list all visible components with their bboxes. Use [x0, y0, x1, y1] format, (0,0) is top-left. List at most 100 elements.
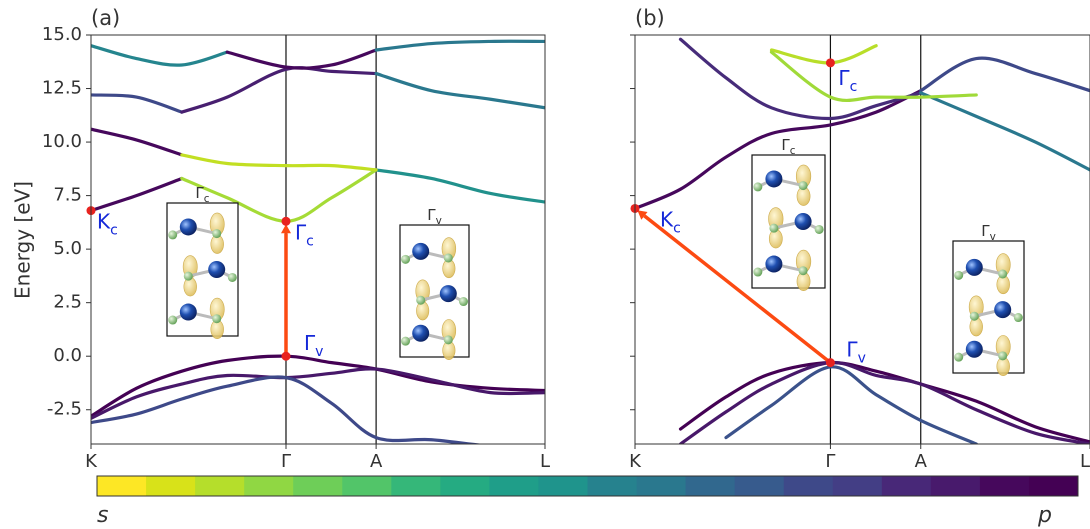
point-label: Γv [427, 206, 442, 228]
point-label: Γc [295, 220, 314, 250]
band [91, 129, 182, 155]
atom-h [212, 229, 221, 238]
point-label: Γv [846, 337, 865, 367]
atom-h [998, 270, 1007, 279]
y-tick-label: 2.5 [53, 292, 82, 313]
x-tick-label: A [915, 451, 928, 472]
band [182, 155, 376, 170]
band [681, 39, 921, 118]
atom-n [180, 304, 197, 321]
label-main: K [660, 207, 674, 231]
colorbar-segment [931, 476, 981, 496]
point-label: Γc [838, 65, 857, 95]
atom-h [228, 273, 237, 282]
panel-title: (a) [91, 6, 120, 30]
band [376, 41, 545, 50]
point-label: Kc [97, 209, 118, 239]
band [182, 68, 376, 112]
colorbar-segment [538, 476, 588, 496]
atom-h [168, 316, 177, 325]
point-label: Γv [981, 222, 996, 244]
label-sub: v [858, 351, 866, 367]
colorbar-segment [195, 476, 245, 496]
atom-n [180, 218, 197, 235]
colorbar-segment [440, 476, 490, 496]
atom-h [212, 314, 221, 323]
colorbar-segment [637, 476, 687, 496]
colorbar-segment [735, 476, 785, 496]
colorbar-label: s [97, 503, 108, 528]
point-label: Γv [304, 331, 323, 361]
atom-h [459, 297, 468, 306]
colorbar-segment [1029, 476, 1079, 496]
figure: Energy [eV] (a)-2.50.02.55.07.510.012.51… [0, 0, 1090, 529]
y-tick-label: 0.0 [53, 345, 82, 366]
colorbar-segment [489, 476, 539, 496]
colorbar-segment [882, 476, 932, 496]
x-tick-label: K [85, 451, 98, 472]
colorbar-segment [342, 476, 392, 496]
x-tick-label: K [629, 451, 642, 472]
atom-h [954, 271, 963, 280]
atom-h [753, 268, 762, 277]
x-tick-label: L [1080, 451, 1090, 472]
atom-n [440, 285, 457, 302]
label-sub: c [306, 233, 314, 249]
colorbar-segment [686, 476, 736, 496]
band [726, 367, 976, 444]
inset: Γv [400, 206, 469, 360]
atom-h [753, 182, 762, 191]
orbital-lobe [769, 229, 782, 248]
colorbar-segment [784, 476, 834, 496]
bands [91, 41, 545, 448]
atom-h [444, 254, 453, 263]
point-marker [826, 58, 835, 67]
y-tick-label: 15.0 [42, 24, 82, 45]
point-label: Γc [195, 184, 209, 206]
colorbar-segment [833, 476, 883, 496]
inset: Γc [167, 184, 238, 339]
atom-h [954, 353, 963, 362]
band [921, 58, 1090, 91]
atom-n [412, 243, 429, 260]
band [91, 95, 182, 112]
colorbar-segment [97, 476, 147, 496]
atom-n [994, 301, 1011, 318]
point-marker [281, 217, 290, 226]
atom-h [444, 335, 453, 344]
band [227, 50, 376, 68]
atom-h [184, 272, 193, 281]
atom-n [966, 341, 983, 358]
atom-n [765, 170, 782, 187]
band [91, 46, 227, 65]
point-label: Γc [781, 136, 795, 158]
colorbar-segment [293, 476, 343, 496]
label-main: K [97, 209, 111, 233]
atom-n [412, 325, 429, 342]
label-sub: c [850, 79, 858, 95]
atom-h [401, 255, 410, 264]
point-marker [281, 352, 290, 361]
orbital-lobe [184, 277, 197, 296]
x-tick-label: Γ [825, 451, 835, 472]
atom-h [799, 266, 808, 275]
label-sub: c [110, 223, 118, 239]
orbital-lobe [970, 318, 983, 336]
band [376, 170, 545, 202]
y-tick-label: 10.0 [42, 131, 82, 152]
atom-h [799, 181, 808, 190]
x-tick-label: L [540, 451, 550, 472]
atom-h [168, 230, 177, 239]
atom-h [401, 337, 410, 346]
x-tick-label: Γ [281, 451, 291, 472]
panel-title: (b) [635, 6, 665, 30]
orbital-lobe [416, 302, 428, 320]
atom-n [795, 213, 812, 230]
atom-h [416, 296, 425, 305]
atom-h [998, 351, 1007, 360]
atom-h [815, 225, 824, 234]
label-sub: v [315, 344, 323, 360]
y-axis-label: Energy [eV] [11, 181, 35, 299]
colorbar-segment [146, 476, 196, 496]
atom-h [1014, 313, 1023, 322]
